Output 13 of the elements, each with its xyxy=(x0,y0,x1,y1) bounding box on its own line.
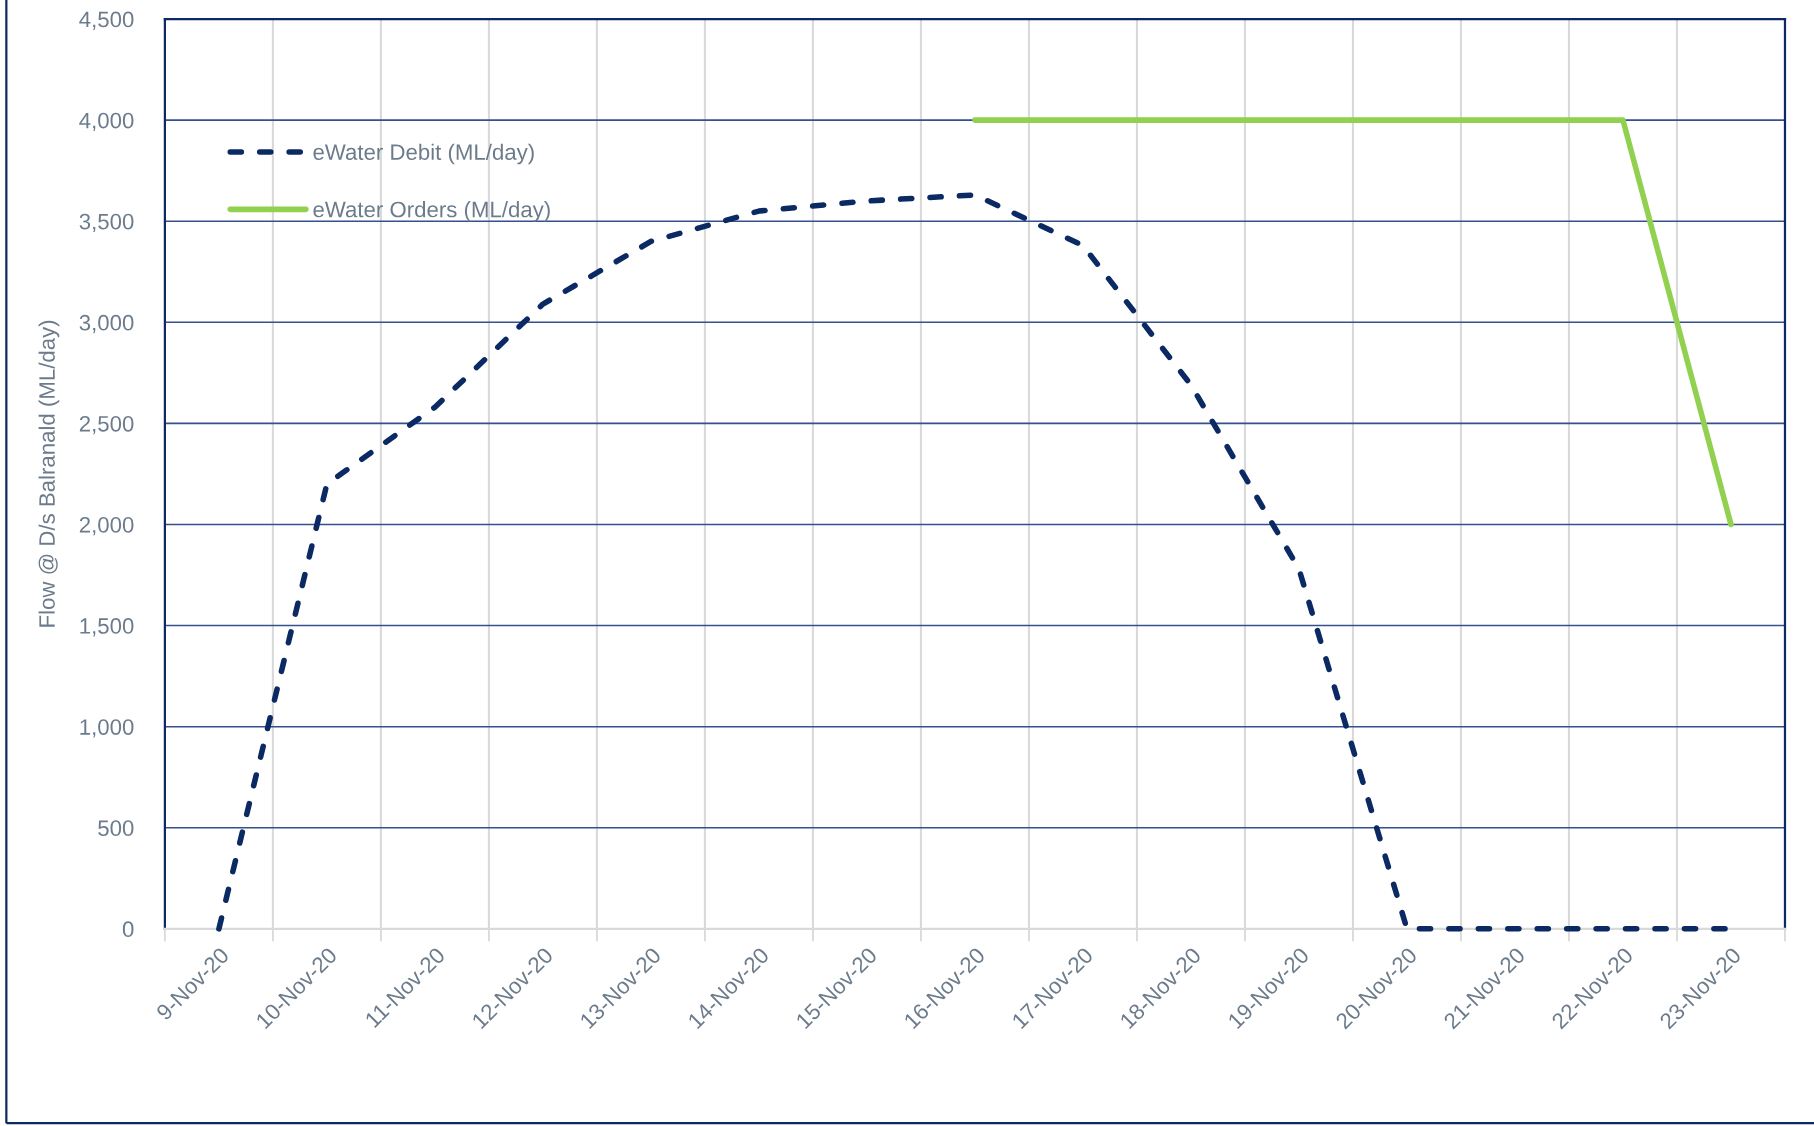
y-tick-label: 4,500 xyxy=(79,11,134,30)
legend-label: eWater Orders (ML/day) xyxy=(313,201,550,222)
y-axis-title: Flow @ D/s Balranald (ML/day) xyxy=(38,320,60,627)
y-tick-label: 2,500 xyxy=(79,415,134,435)
legend-label: eWater Debit (ML/day) xyxy=(313,143,534,165)
y-tick-label: 1,000 xyxy=(80,719,134,738)
y-tick-label: 0 xyxy=(122,921,134,938)
y-tick-label: 4,000 xyxy=(79,112,134,132)
y-tick-label: 2,000 xyxy=(79,517,134,536)
y-tick-label: 1,500 xyxy=(80,618,134,637)
y-tick-label: 3,000 xyxy=(79,314,134,334)
y-tick-label: 3,500 xyxy=(79,213,134,233)
y-tick-label: 500 xyxy=(98,820,134,837)
